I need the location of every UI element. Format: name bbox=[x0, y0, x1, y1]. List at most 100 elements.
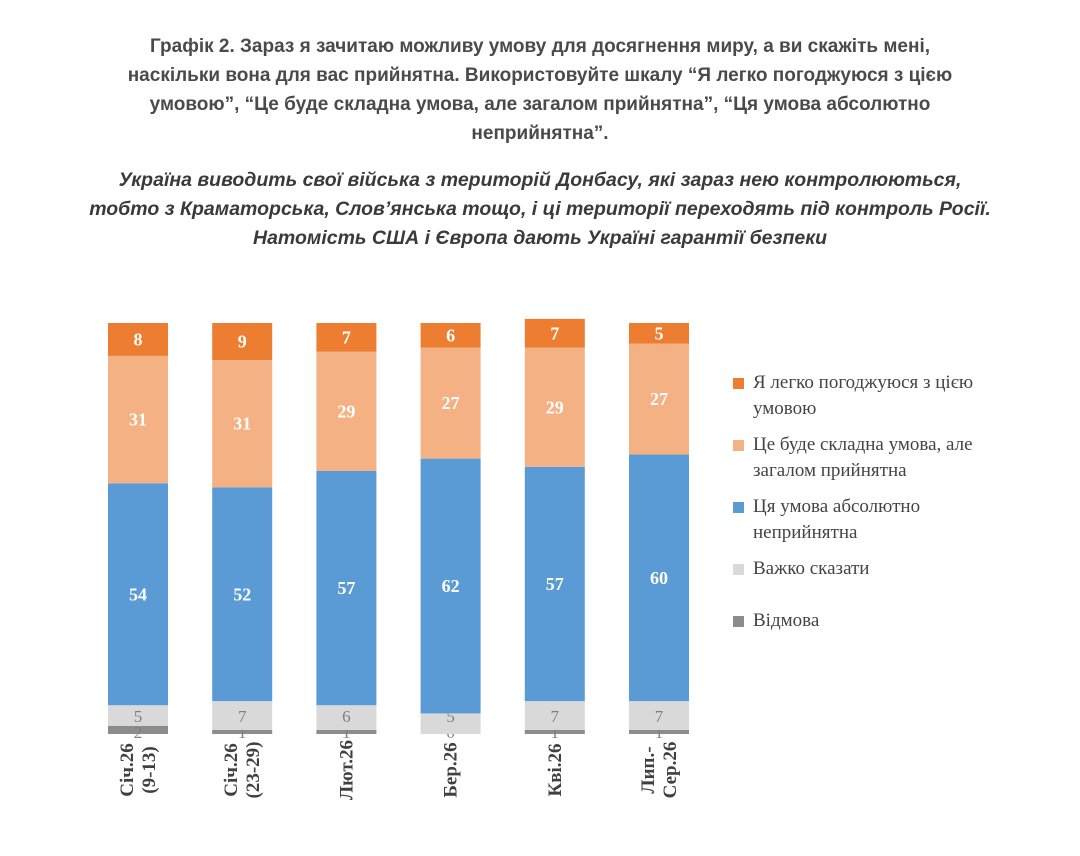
x-tick-label: Лип.-Сер.26 bbox=[638, 742, 681, 799]
data-label: 1 bbox=[655, 723, 664, 742]
legend-swatch bbox=[733, 564, 744, 575]
legend-label: Я легко погоджуюся з цією bbox=[753, 372, 974, 393]
data-label: 6 bbox=[446, 325, 455, 345]
chart-legend: Я легко погоджуюся з цією умовою Це буде с… bbox=[733, 370, 1033, 644]
data-label: 9 bbox=[238, 332, 247, 352]
data-label: 1 bbox=[551, 723, 560, 742]
data-label: 5 bbox=[655, 323, 664, 343]
legend-label: Ця умова абсолютно bbox=[753, 496, 921, 517]
svg-text:Бер.26: Бер.26 bbox=[441, 742, 462, 797]
legend-swatch bbox=[733, 502, 744, 513]
bar-segment bbox=[524, 701, 585, 730]
bar-segment bbox=[108, 355, 168, 484]
bar-segment bbox=[316, 351, 377, 471]
legend-item: Я легко погоджуюся з цією умовою bbox=[733, 370, 1033, 422]
legend-swatch bbox=[733, 440, 744, 451]
bar-segment bbox=[108, 483, 168, 706]
bar-stack: 17 52 31 9 bbox=[212, 323, 273, 742]
data-label: 5 bbox=[134, 707, 143, 726]
data-label: 27 bbox=[442, 393, 460, 413]
svg-text:Лип.-Сер.26: Лип.-Сер.26 bbox=[638, 742, 681, 799]
chart-subtitle-line: Натомість США і Європа дають Україні гар… bbox=[252, 227, 827, 249]
data-label: 57 bbox=[337, 578, 355, 598]
x-tick-label: Січ.26(23-29) bbox=[221, 742, 264, 799]
bar-stack: 25 54 31 8 bbox=[108, 323, 168, 742]
bar-segment bbox=[524, 318, 585, 348]
data-label: 62 bbox=[442, 576, 460, 596]
legend-item: Відмова bbox=[733, 608, 1033, 634]
data-label: 29 bbox=[546, 397, 564, 417]
legend-swatch bbox=[733, 378, 744, 389]
bar-segment bbox=[629, 343, 689, 455]
bar-segment bbox=[212, 701, 273, 730]
bar-segment bbox=[629, 729, 689, 734]
legend-label: Важко сказати bbox=[753, 558, 870, 579]
data-label: 52 bbox=[233, 584, 251, 604]
x-tick-label: Січ.26(9-13) bbox=[117, 743, 160, 796]
bar-segment bbox=[420, 323, 481, 348]
data-label: 7 bbox=[238, 707, 247, 726]
chart-title-line: неприйнятна”. bbox=[471, 123, 609, 144]
legend-swatch bbox=[733, 616, 744, 627]
legend-item: Це буде складна умова, але загалом прийня… bbox=[733, 432, 1033, 484]
bar-segment bbox=[316, 323, 377, 352]
data-label: 31 bbox=[233, 414, 251, 434]
legend-label: Відмова bbox=[753, 610, 820, 631]
bar-segment bbox=[524, 466, 585, 702]
chart-title: Графік 2. Зараз я зачитаю можливу умову … bbox=[20, 32, 1060, 148]
legend-label: умовою bbox=[753, 398, 817, 419]
data-label: 2 bbox=[134, 723, 143, 742]
svg-text:Кві.26: Кві.26 bbox=[545, 743, 566, 796]
bar-segment bbox=[629, 701, 689, 730]
bar-segment bbox=[212, 487, 273, 702]
bar-segment bbox=[108, 323, 168, 356]
bar-segment bbox=[316, 705, 377, 730]
data-label: 60 bbox=[650, 568, 668, 588]
chart-title-line: наскільки вона для вас прийнятна. Викори… bbox=[127, 65, 953, 86]
bar-segment bbox=[629, 454, 689, 702]
data-label: 27 bbox=[650, 389, 668, 409]
bar-segment bbox=[524, 729, 585, 734]
svg-text:Січ.26(9-13): Січ.26(9-13) bbox=[117, 743, 160, 796]
chart-title-line: Графік 2. Зараз я зачитаю можливу умову … bbox=[149, 36, 930, 57]
bar-segment bbox=[108, 705, 168, 726]
data-label: 6 bbox=[342, 707, 351, 726]
data-label: 1 bbox=[238, 723, 247, 742]
bar-segment bbox=[212, 359, 273, 488]
bar-segment bbox=[212, 323, 273, 360]
chart-subtitle-line: тобто з Краматорська, Слов’янська тощо, … bbox=[89, 198, 991, 220]
bar-segment bbox=[420, 458, 481, 714]
bar-segment bbox=[524, 347, 585, 467]
legend-item: Важко сказати bbox=[733, 556, 1033, 582]
bar-stack: 0562276 bbox=[420, 323, 481, 742]
data-label: 7 bbox=[551, 707, 560, 726]
data-label: 57 bbox=[546, 574, 564, 594]
legend-label: Це буде складна умова, але bbox=[753, 434, 973, 455]
data-label: 7 bbox=[342, 327, 351, 347]
data-label: 31 bbox=[129, 410, 147, 430]
data-label: 54 bbox=[129, 584, 147, 604]
bar-segment bbox=[316, 470, 377, 706]
bar-segment bbox=[629, 323, 689, 344]
stacked-bar-chart: 2554318Січ.26(9-13)1752319Січ.26(23-29)1… bbox=[108, 318, 689, 800]
svg-text:Січ.26(23-29): Січ.26(23-29) bbox=[221, 742, 264, 799]
bar-stack: 16 57 29 7 bbox=[316, 323, 377, 742]
legend-label: загалом прийнятна bbox=[753, 460, 907, 481]
data-label: 29 bbox=[337, 401, 355, 421]
bar-segment bbox=[108, 725, 168, 734]
chart-title-line: умовою”, “Це буде складна умова, але заг… bbox=[149, 94, 931, 115]
x-tick-label: Бер.26 bbox=[441, 742, 462, 797]
data-label: 1 bbox=[342, 723, 351, 742]
bar-stack: 17 60 27 5 bbox=[629, 323, 689, 742]
x-tick-label: Лют.26 bbox=[336, 740, 357, 800]
chart-subtitle-line: Україна виводить свої війська з територі… bbox=[118, 169, 962, 191]
data-label: 5 bbox=[446, 707, 455, 726]
bar-segment bbox=[212, 729, 273, 734]
data-label: 7 bbox=[550, 323, 559, 343]
legend-label: неприйнятна bbox=[753, 522, 858, 543]
svg-text:Лют.26: Лют.26 bbox=[336, 740, 357, 800]
bar-segment bbox=[316, 729, 377, 734]
chart-subtitle: Україна виводить свої війська з територі… bbox=[10, 166, 1070, 253]
data-label: 7 bbox=[655, 707, 664, 726]
